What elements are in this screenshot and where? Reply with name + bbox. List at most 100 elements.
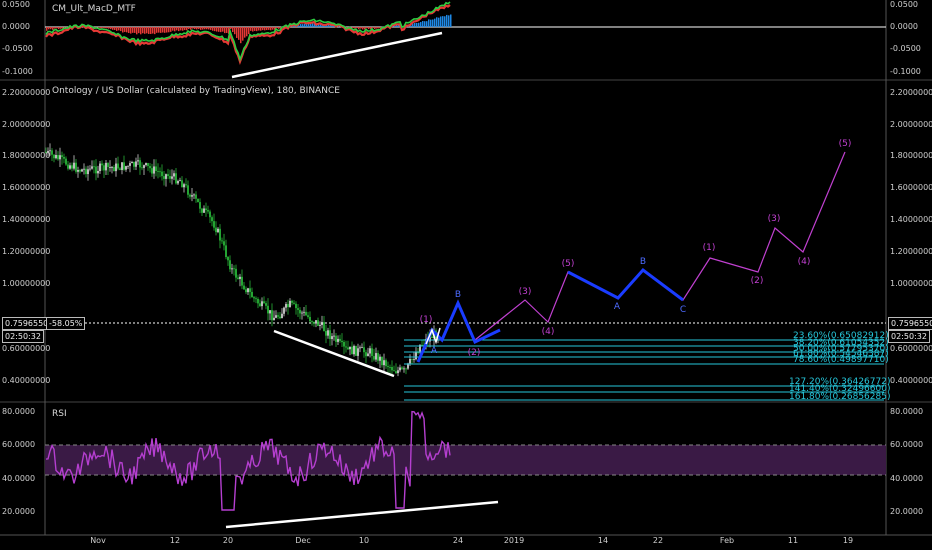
macd-hist-bar xyxy=(196,27,198,30)
time-axis-label: 14 xyxy=(597,536,609,545)
rsi-y-tick-right: 60.0000 xyxy=(890,440,924,449)
macd-hist-bar xyxy=(432,19,434,27)
macd-pane-title: CM_Ult_MacD_MTF xyxy=(52,4,136,14)
candle-body xyxy=(373,356,375,360)
candle-body xyxy=(351,346,353,355)
macd-hist-bar xyxy=(186,27,188,31)
candle-body xyxy=(99,163,101,171)
rsi-y-tick: 60.0000 xyxy=(2,440,36,449)
candle-body xyxy=(141,167,143,169)
candle-body xyxy=(159,171,161,173)
candle-body xyxy=(75,162,77,172)
macd-hist-bar xyxy=(246,27,248,37)
candle-body xyxy=(89,168,91,170)
macd-y-tick: -0.1000 xyxy=(2,67,33,76)
macd-hist-bar xyxy=(212,27,214,31)
wave-label-purple: (1) xyxy=(419,315,433,325)
candle-body xyxy=(337,338,339,342)
price-divergence-line[interactable] xyxy=(273,329,395,378)
price-y-tick: 0.60000000 xyxy=(2,344,51,353)
candle-body xyxy=(81,169,83,172)
candle-body xyxy=(343,342,345,347)
candle-body xyxy=(213,221,215,228)
wave-label-blue: A xyxy=(430,346,438,356)
candle-body xyxy=(59,155,61,160)
candle-body xyxy=(335,335,337,342)
macd-hist-bar xyxy=(190,27,192,30)
macd-hist-bar xyxy=(424,21,426,27)
candle-body xyxy=(371,348,373,357)
candle-body xyxy=(191,195,193,197)
candle-body xyxy=(257,298,259,304)
candle-body xyxy=(137,160,139,162)
candle-body xyxy=(411,358,413,360)
macd-hist-bar xyxy=(332,25,334,27)
macd-hist-bar xyxy=(142,27,144,34)
candle-body xyxy=(197,198,199,203)
price-y-tick-right: 1.60000000 xyxy=(890,183,932,192)
macd-hist-bar xyxy=(226,27,228,33)
macd-hist-bar xyxy=(150,27,152,34)
macd-hist-bar xyxy=(116,27,118,31)
candle-body xyxy=(237,277,239,279)
macd-hist-bar xyxy=(310,23,312,27)
candle-body xyxy=(55,155,57,159)
macd-hist-bar xyxy=(214,27,216,32)
candle-body xyxy=(71,165,73,169)
wave-label-purple: (3) xyxy=(767,214,781,224)
candle-body xyxy=(239,276,241,279)
candle-body xyxy=(115,163,117,172)
macd-hist-bar xyxy=(240,27,242,44)
macd-hist-bar xyxy=(416,22,418,27)
time-axis-label: Nov xyxy=(90,536,106,545)
time-axis-label: Feb xyxy=(719,536,735,545)
macd-hist-bar xyxy=(132,27,134,33)
macd-hist-bar xyxy=(158,27,160,33)
macd-line xyxy=(45,1,451,62)
candle-body xyxy=(333,335,335,337)
candle-body xyxy=(85,168,87,175)
rsi-y-tick: 80.0000 xyxy=(2,407,36,416)
macd-hist-bar xyxy=(166,27,168,33)
fib-label: 161.80%(0.26856285) xyxy=(789,392,891,402)
price-y-tick-right: 1.40000000 xyxy=(890,215,932,224)
candle-body xyxy=(233,268,235,270)
macd-hist-bar xyxy=(370,27,372,29)
rsi-pane-title: RSI xyxy=(52,409,67,419)
candle-body xyxy=(305,311,307,316)
macd-hist-bar xyxy=(208,27,210,30)
rsi-band xyxy=(45,445,886,475)
candle-body xyxy=(277,315,279,317)
macd-divergence-line[interactable] xyxy=(231,31,443,79)
candle-body xyxy=(353,345,355,355)
abc-correction-large[interactable] xyxy=(567,267,684,302)
time-axis-label: 12 xyxy=(169,536,181,545)
macd-hist-bar xyxy=(108,27,110,29)
elliott-wave-projection[interactable] xyxy=(474,151,846,341)
macd-hist-bar xyxy=(366,27,368,29)
candle-body xyxy=(359,347,361,349)
time-axis-label: 20 xyxy=(222,536,234,545)
macd-hist-bar xyxy=(254,27,256,31)
rsi-divergence-line[interactable] xyxy=(225,500,499,529)
macd-hist-bar xyxy=(224,27,226,34)
macd-hist-bar xyxy=(144,27,146,34)
candle-body xyxy=(217,228,219,233)
macd-hist-bar xyxy=(258,27,260,31)
macd-hist-bar xyxy=(154,27,156,35)
candle-body xyxy=(271,310,273,321)
candle-body xyxy=(379,356,381,361)
candle-body xyxy=(133,162,135,167)
macd-hist-bar xyxy=(422,21,424,27)
wave-label-purple: (2) xyxy=(467,348,481,358)
candle-body xyxy=(375,353,377,360)
macd-hist-bar xyxy=(114,27,116,31)
price-y-tick: 1.00000000 xyxy=(2,279,51,288)
macd-hist-bar xyxy=(182,27,184,31)
fib-levels[interactable] xyxy=(404,339,884,401)
candle-body xyxy=(227,257,229,261)
macd-hist-bar xyxy=(222,27,224,32)
candle-body xyxy=(261,301,263,307)
candle-body xyxy=(385,360,387,367)
